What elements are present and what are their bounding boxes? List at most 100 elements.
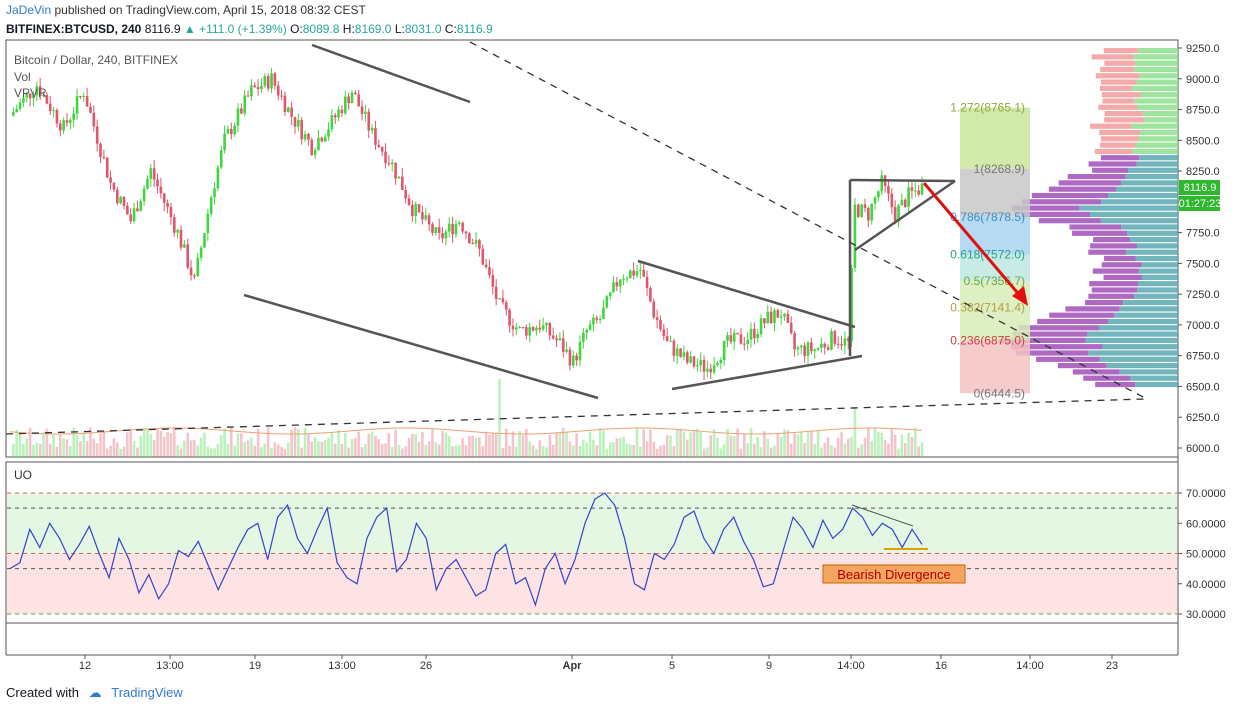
volume-bar [595, 445, 599, 457]
candle-body [860, 204, 863, 217]
vpvr-down-bar [1031, 192, 1109, 199]
candle-body [585, 329, 589, 333]
volume-bar [337, 429, 340, 457]
volume-bar [883, 439, 887, 457]
volume-bar [280, 446, 283, 457]
volume-bar [102, 430, 106, 457]
candle-body [320, 137, 324, 142]
vpvr-up-bar [1119, 306, 1178, 312]
candle-body [330, 115, 334, 130]
candle-body [38, 86, 42, 96]
arrow-head [1012, 286, 1028, 306]
volume-bar [870, 440, 874, 457]
volume-bar [457, 445, 461, 457]
wedge-upper-line[interactable] [637, 259, 856, 329]
candle-body [219, 150, 223, 168]
vpvr-down-bar [1100, 136, 1139, 142]
candle-body [441, 233, 444, 239]
volume-bar [89, 427, 92, 457]
vpvr-up-bar [1121, 224, 1178, 230]
volume-bar [48, 443, 52, 457]
time-tick-label: 13:00 [328, 660, 356, 672]
trend-lines [243, 43, 956, 400]
volume-bar [85, 441, 89, 457]
volume-bar [62, 438, 65, 457]
vpvr-up-bar [1137, 104, 1178, 110]
candle-body [213, 188, 216, 198]
volume-bar [95, 443, 99, 457]
time-axis[interactable]: 12 13:00 19 13:00 26 Apr 5 9 14:00 16 14:00 23 [79, 655, 1118, 672]
upper-channel-line[interactable] [311, 43, 471, 104]
candle-body [421, 212, 424, 220]
volume-bar [910, 437, 914, 457]
candle-body [300, 119, 304, 140]
volume-bar [484, 431, 488, 457]
candle-body [588, 324, 592, 330]
candle-body [541, 325, 545, 330]
volume-bar [632, 445, 635, 457]
volume-bar [35, 442, 39, 457]
candle-body [816, 347, 820, 350]
fibonacci-extension: 1.272(8765.1) 1(8268.9) 0.786(7878.5) 0.618… [950, 101, 1030, 400]
vpvr-up-bar [1099, 325, 1178, 331]
candle-body [333, 115, 337, 118]
vpvr-up-bar [1101, 199, 1178, 205]
chart-title: Bitcoin / Dollar, 240, BITFINEX [14, 53, 179, 67]
flag-top-line[interactable] [849, 178, 956, 183]
dashed-downtrend-line[interactable] [469, 41, 1146, 399]
volume-bar [407, 438, 411, 457]
candle-body [105, 157, 109, 178]
candle-body [679, 348, 682, 357]
candle-body [250, 85, 253, 97]
candle-body [62, 120, 65, 131]
volume-bar [209, 448, 213, 457]
price-axis[interactable]: 9250.09000.08750.08500.08250.08000.07750… [1178, 43, 1220, 455]
volume-bar [340, 444, 344, 457]
vpvr-down-bar [1091, 287, 1138, 293]
volume-bar [783, 429, 786, 457]
volume-bar [682, 431, 686, 457]
vpvr-up-bar [1128, 167, 1178, 173]
volume-bar [126, 432, 129, 457]
vpvr-up-bar [1136, 243, 1178, 249]
time-tick-label: 14:00 [1016, 660, 1044, 672]
volume-bar [223, 428, 226, 457]
volume-bar [189, 440, 193, 457]
vpvr-down-bar [1100, 79, 1137, 85]
volume-bar [736, 428, 739, 457]
volume-bar [240, 433, 243, 457]
tradingview-link[interactable]: TradingView [111, 685, 183, 700]
volume-bar [732, 436, 736, 457]
volume-bar [830, 445, 833, 457]
volume-bar [454, 445, 458, 457]
lower-channel-line[interactable] [243, 293, 599, 400]
volume-bar [622, 437, 625, 457]
volume-bar [283, 448, 287, 457]
volume-bar [451, 446, 454, 457]
volume-bar [142, 429, 146, 457]
candle-body [303, 133, 307, 140]
volume-bar [488, 434, 491, 457]
volume-bar [276, 444, 280, 457]
volume-bar [38, 443, 42, 457]
candle-body [132, 208, 136, 222]
candle-body [786, 313, 790, 323]
footer: Created with ☁ TradingView [6, 685, 183, 701]
last-price-badge-text: 8116.9 [1184, 182, 1217, 194]
candle-body [568, 349, 572, 366]
candle-body [920, 183, 924, 195]
publisher-link[interactable]: JaDeVin [6, 3, 52, 17]
vpvr-down-bar [1104, 117, 1145, 123]
candle-body [538, 327, 542, 330]
vpvr-down-bar [1036, 356, 1100, 362]
volume-bar [853, 407, 857, 457]
candle-body [236, 108, 240, 126]
wedge-lower-line[interactable] [671, 354, 863, 391]
flag-bottom-line[interactable] [854, 179, 956, 252]
volume-bar [286, 442, 290, 457]
dashed-support-line[interactable] [5, 398, 1146, 435]
vpvr-up-bar [1102, 344, 1178, 350]
publish-line: JaDeVin published on TradingView.com, Ap… [6, 3, 366, 17]
candle-body [494, 286, 498, 300]
